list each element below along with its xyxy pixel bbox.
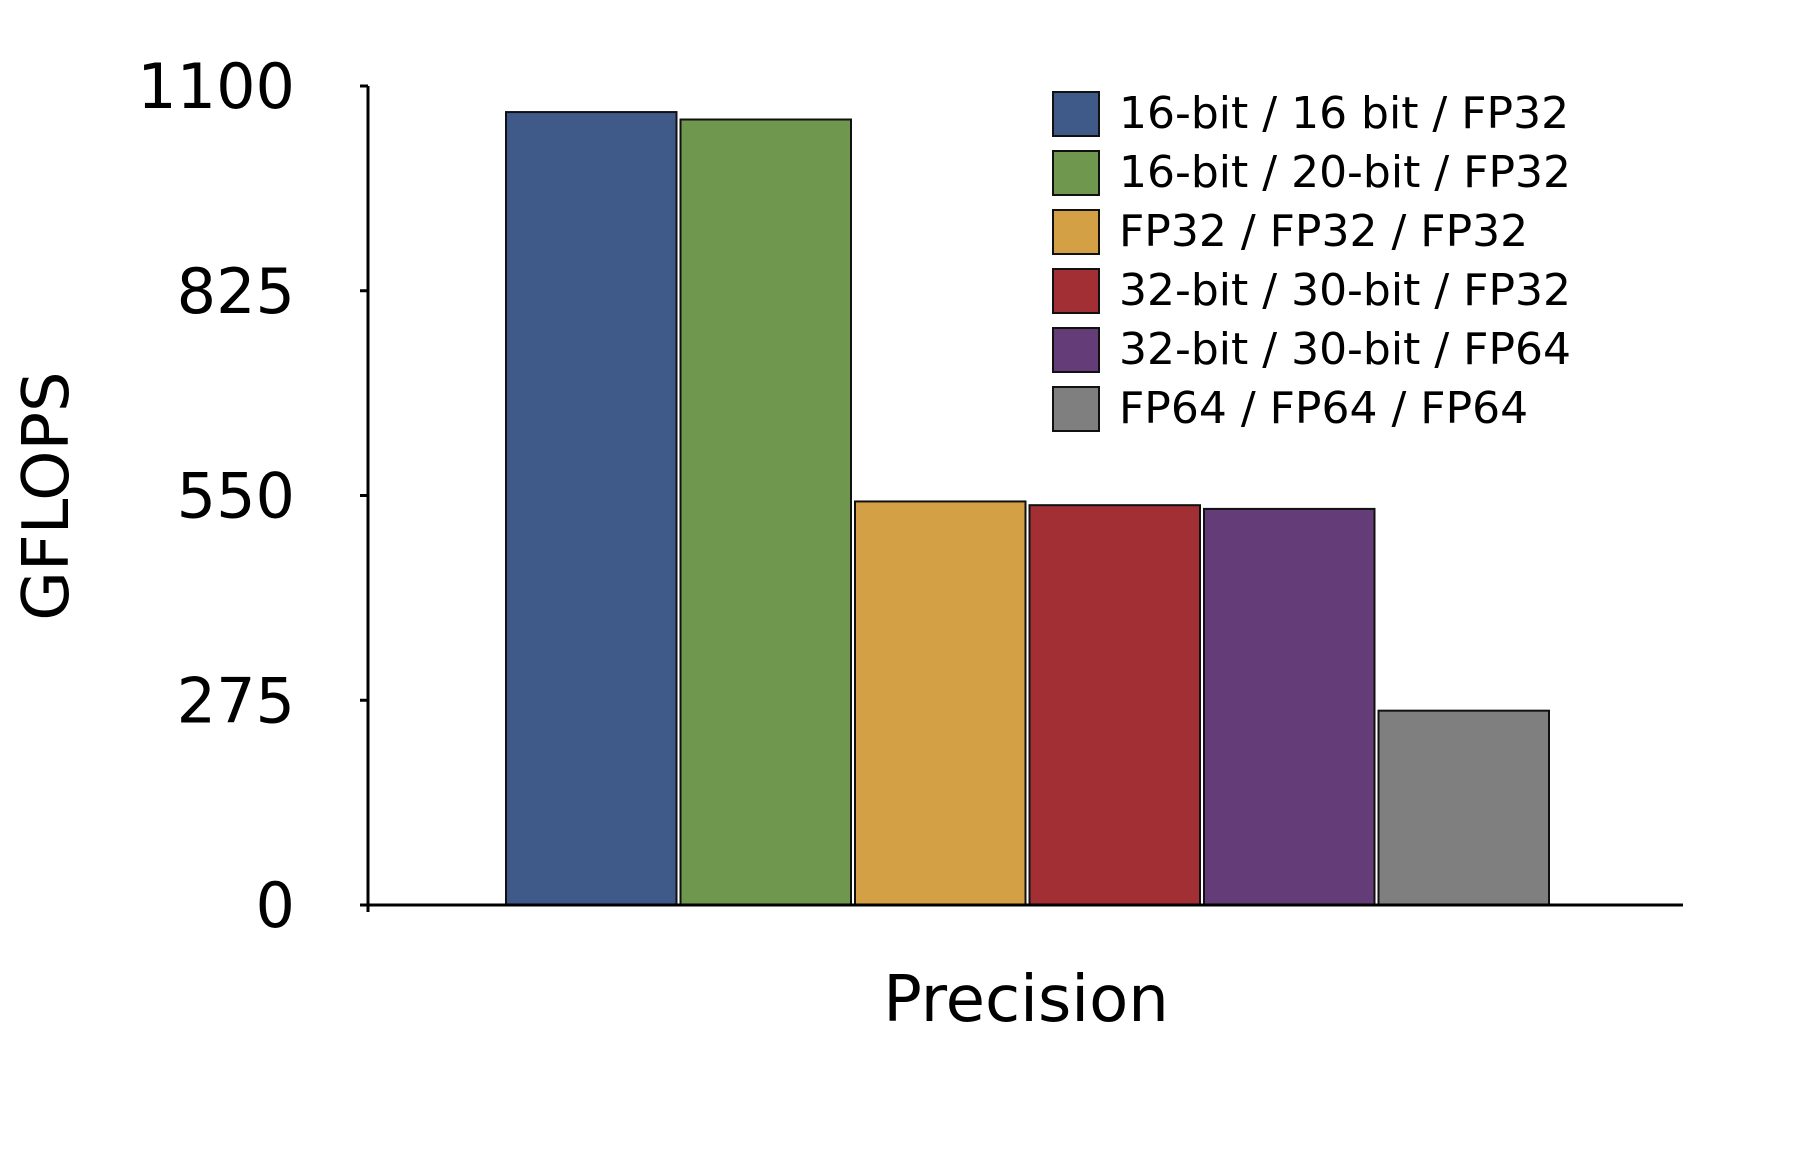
y-axis-ticks: 0 275 550 825 1100: [137, 50, 368, 942]
legend-swatch: [1052, 150, 1100, 196]
legend: 16-bit / 16 bit / FP32 16-bit / 20-bit / …: [1052, 88, 1571, 434]
legend-label: 32-bit / 30-bit / FP64: [1119, 324, 1571, 375]
legend-label: 32-bit / 30-bit / FP32: [1119, 265, 1571, 316]
legend-swatch: [1052, 386, 1100, 432]
legend-swatch: [1052, 91, 1100, 137]
legend-swatch: [1052, 268, 1100, 314]
bar-5: [1203, 507, 1376, 906]
y-tick-label: 550: [177, 460, 295, 533]
legend-label: FP32 / FP32 / FP32: [1119, 206, 1528, 257]
y-tick-label: 0: [256, 869, 295, 942]
bar-3: [854, 500, 1027, 906]
bar-4: [1028, 504, 1201, 906]
y-tick-label: 825: [177, 255, 295, 328]
bars-group: [505, 111, 1550, 907]
y-tick-label: 1100: [137, 50, 295, 123]
bar-2: [679, 118, 852, 907]
legend-swatch: [1052, 327, 1100, 373]
x-axis-title: Precision: [883, 963, 1169, 1037]
legend-swatch: [1052, 209, 1100, 255]
legend-label: 16-bit / 16 bit / FP32: [1119, 88, 1569, 139]
legend-label: FP64 / FP64 / FP64: [1119, 383, 1528, 434]
y-tick-label: 275: [177, 664, 295, 737]
bar-6: [1377, 709, 1550, 907]
bar-1: [505, 111, 678, 907]
legend-label: 16-bit / 20-bit / FP32: [1119, 147, 1571, 198]
y-axis-title: GFLOPS: [10, 371, 84, 620]
